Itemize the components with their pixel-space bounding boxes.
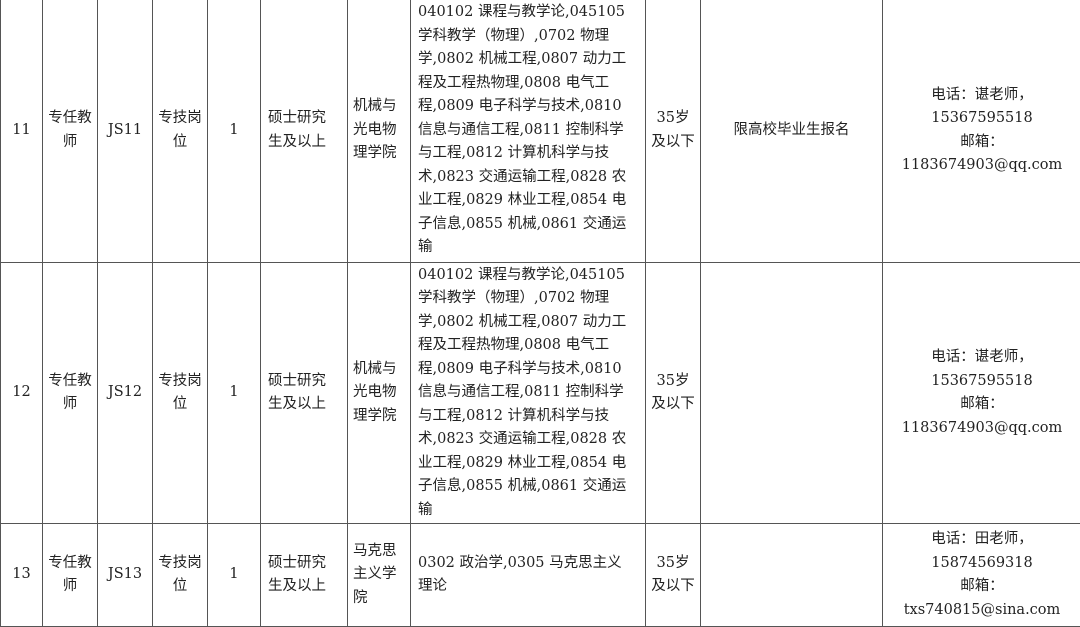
contact-line: 邮箱： <box>887 393 1077 417</box>
code-text: JS13 <box>102 563 148 587</box>
major-line: 输 <box>418 236 641 260</box>
no-text: 12 <box>5 381 38 405</box>
edu-text: 硕士研究生及以上 <box>268 552 340 599</box>
cell-note: 限高校毕业生报名 <box>701 0 883 263</box>
cell-type: 专任教师 <box>43 263 98 524</box>
major-line: 子信息,0855 机械,0861 交通运 <box>418 475 641 499</box>
major-line: 0302 政治学,0305 马克思主义 <box>418 552 641 576</box>
major-line: 学,0802 机械工程,0807 动力工 <box>418 311 641 335</box>
cell-age: 35岁及以下 <box>646 0 701 263</box>
major-line: 与工程,0812 计算机科学与技 <box>418 405 641 429</box>
cell-age: 35岁及以下 <box>646 263 701 524</box>
major-line: 信息与通信工程,0811 控制科学 <box>418 119 641 143</box>
contact-line: 电话：谌老师， <box>887 84 1077 108</box>
major-line: 040102 课程与教学论,045105 <box>418 264 641 288</box>
cell-dept: 机械与光电物理学院 <box>348 0 411 263</box>
no-text: 11 <box>5 119 38 143</box>
cell-edu: 硕士研究生及以上 <box>261 524 348 627</box>
cell-post: 专技岗位 <box>153 524 208 627</box>
contact-line: 邮箱： <box>887 131 1077 155</box>
cell-no: 11 <box>1 0 43 263</box>
dept-text: 机械与光电物理学院 <box>353 358 405 429</box>
edu-text: 硕士研究生及以上 <box>268 107 340 154</box>
edu-text: 硕士研究生及以上 <box>268 370 340 417</box>
post-text: 专技岗位 <box>158 107 202 154</box>
contact-line: 1183674903@qq.com <box>887 417 1077 441</box>
cell-edu: 硕士研究生及以上 <box>261 263 348 524</box>
cell-dept: 马克思主义学院 <box>348 524 411 627</box>
age-text: 35岁及以下 <box>651 552 695 599</box>
contact-line: 15367595518 <box>887 107 1077 131</box>
major-line: 业工程,0829 林业工程,0854 电 <box>418 189 641 213</box>
cell-code: JS12 <box>98 263 153 524</box>
major-line: 学科教学（物理）,0702 物理 <box>418 287 641 311</box>
age-text: 35岁及以下 <box>651 107 695 154</box>
major-line: 子信息,0855 机械,0861 交通运 <box>418 213 641 237</box>
note-text: 限高校毕业生报名 <box>705 119 878 143</box>
major-line: 信息与通信工程,0811 控制科学 <box>418 381 641 405</box>
major-line: 程,0809 电子科学与技术,0810 <box>418 358 641 382</box>
cell-note <box>701 524 883 627</box>
code-text: JS11 <box>102 119 148 143</box>
count-text: 1 <box>212 563 256 587</box>
major-line: 理论 <box>418 575 641 599</box>
major-line: 程及工程热物理,0808 电气工 <box>418 72 641 96</box>
cell-count: 1 <box>208 0 261 263</box>
major-line: 040102 课程与教学论,045105 <box>418 1 641 25</box>
major-line: 程及工程热物理,0808 电气工 <box>418 334 641 358</box>
cell-code: JS11 <box>98 0 153 263</box>
type-text: 专任教师 <box>48 370 92 417</box>
contact-line: 1183674903@qq.com <box>887 154 1077 178</box>
count-text: 1 <box>212 381 256 405</box>
cell-edu: 硕士研究生及以上 <box>261 0 348 263</box>
type-text: 专任教师 <box>48 552 92 599</box>
cell-major: 0302 政治学,0305 马克思主义理论 <box>411 524 646 627</box>
post-text: 专技岗位 <box>158 552 202 599</box>
major-line: 输 <box>418 499 641 523</box>
cell-no: 12 <box>1 263 43 524</box>
major-line: 学,0802 机械工程,0807 动力工 <box>418 48 641 72</box>
major-line: 与工程,0812 计算机科学与技 <box>418 142 641 166</box>
age-text: 35岁及以下 <box>651 370 695 417</box>
dept-text: 机械与光电物理学院 <box>353 95 405 166</box>
contact-line: 电话：谌老师， <box>887 346 1077 370</box>
major-line: 业工程,0829 林业工程,0854 电 <box>418 452 641 476</box>
cell-dept: 机械与光电物理学院 <box>348 263 411 524</box>
major-line: 术,0823 交通运输工程,0828 农 <box>418 166 641 190</box>
contact-line: 电话：田老师， <box>887 528 1077 552</box>
cell-post: 专技岗位 <box>153 263 208 524</box>
contact-line: 邮箱：txs740815@sina.com <box>887 575 1077 622</box>
no-text: 13 <box>5 563 38 587</box>
type-text: 专任教师 <box>48 107 92 154</box>
major-line: 术,0823 交通运输工程,0828 农 <box>418 428 641 452</box>
cell-age: 35岁及以下 <box>646 524 701 627</box>
major-line: 程,0809 电子科学与技术,0810 <box>418 95 641 119</box>
cell-count: 1 <box>208 524 261 627</box>
major-line: 学科教学（物理）,0702 物理 <box>418 25 641 49</box>
cell-code: JS13 <box>98 524 153 627</box>
cell-post: 专技岗位 <box>153 0 208 263</box>
count-text: 1 <box>212 119 256 143</box>
cell-type: 专任教师 <box>43 524 98 627</box>
contact-line: 15874569318 <box>887 552 1077 576</box>
contact-line: 15367595518 <box>887 370 1077 394</box>
code-text: JS12 <box>102 381 148 405</box>
cell-count: 1 <box>208 263 261 524</box>
cell-no: 13 <box>1 524 43 627</box>
post-text: 专技岗位 <box>158 370 202 417</box>
dept-text: 马克思主义学院 <box>353 540 405 611</box>
cell-note <box>701 263 883 524</box>
cell-type: 专任教师 <box>43 0 98 263</box>
